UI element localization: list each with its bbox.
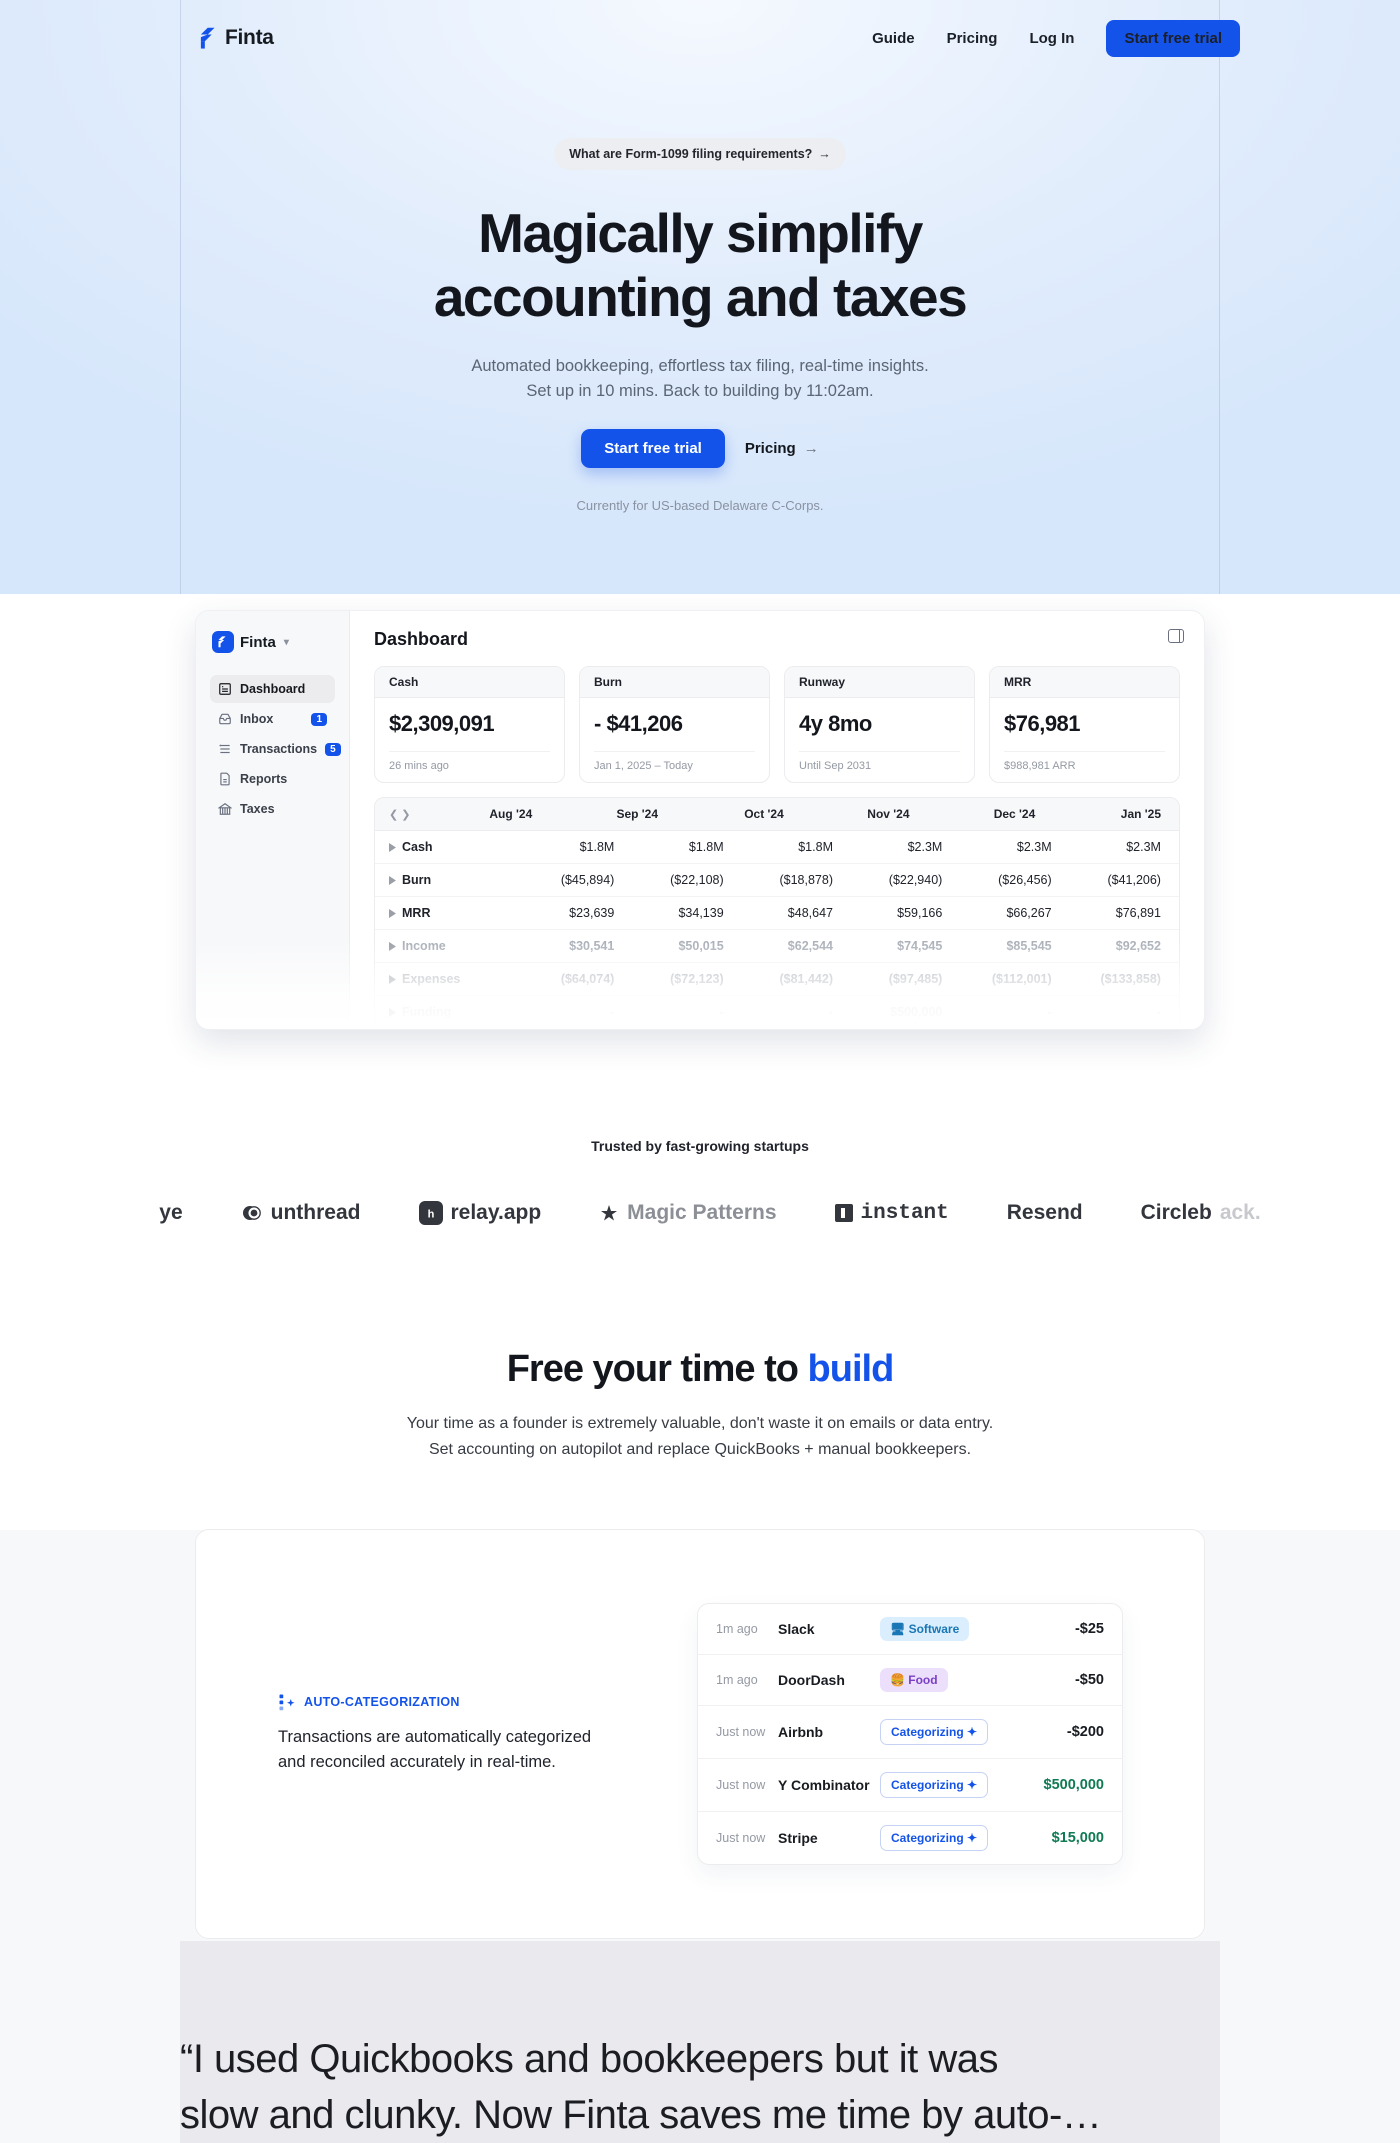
svg-text:h: h <box>427 1209 434 1221</box>
